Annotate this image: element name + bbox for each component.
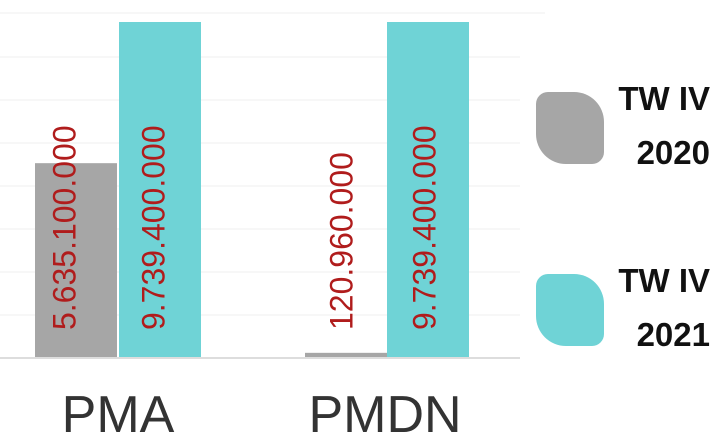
legend: TW IV 2020 TW IV 2021 [530, 70, 712, 370]
legend-label-tw-iv-2021: TW IV 2021 [618, 262, 710, 353]
legend-item-tw-iv-2020: TW IV 2020 [530, 70, 712, 180]
legend-item-tw-iv-2021: TW IV 2021 [530, 260, 712, 370]
data-label: 5.635.100.000 [46, 125, 82, 330]
legend-label-tw-iv-2020: TW IV 2020 [618, 80, 710, 171]
data-label: 120.960.000 [323, 152, 359, 330]
data-label: 9.739.400.000 [406, 125, 442, 330]
data-label: 9.739.400.000 [135, 125, 171, 330]
bar-pma-tw-iv-2020 [35, 163, 117, 357]
legend-swatch-tw-iv-2020 [536, 92, 604, 164]
legend-swatch-tw-iv-2021 [536, 274, 604, 346]
bar-pma-tw-iv-2021 [119, 22, 201, 357]
category-label-pma: PMA [62, 386, 175, 436]
bar-pmdn-tw-iv-2021 [387, 22, 469, 357]
bar-pmdn-tw-iv-2020 [305, 352, 387, 357]
category-label-pmdn: PMDN [308, 386, 461, 436]
